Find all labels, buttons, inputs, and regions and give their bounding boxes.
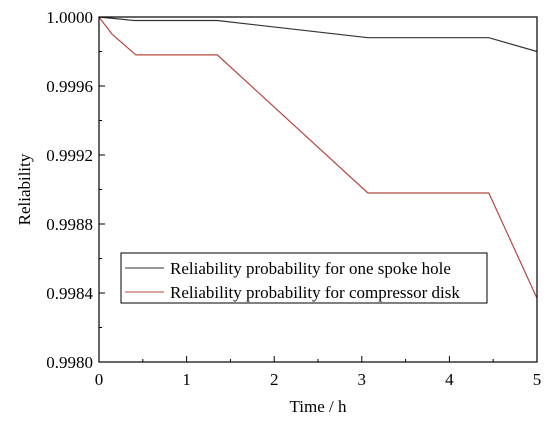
plot-lines bbox=[98, 16, 538, 299]
x-tick-label: 3 bbox=[358, 370, 367, 389]
legend-label-spoke-hole: Reliability probability for one spoke ho… bbox=[170, 259, 451, 278]
x-tick-label: 2 bbox=[270, 370, 279, 389]
y-tick-label: 0.9984 bbox=[46, 284, 93, 303]
x-tick-labels: 0 1 2 3 4 5 bbox=[95, 370, 542, 389]
series-line-spoke-hole bbox=[98, 16, 538, 53]
y-tick-label: 1.0000 bbox=[46, 8, 93, 27]
y-tick-labels: 0.9980 0.9984 0.9988 0.9992 0.9996 1.0000 bbox=[46, 8, 93, 372]
y-tick-label: 0.9992 bbox=[46, 146, 93, 165]
y-tick-label: 0.9996 bbox=[46, 77, 93, 96]
y-axis-title: Reliability bbox=[15, 153, 34, 225]
x-axis-title: Time / h bbox=[289, 397, 347, 416]
x-tick-label: 5 bbox=[533, 370, 542, 389]
y-tick-label: 0.9988 bbox=[46, 215, 93, 234]
axis-ticks bbox=[98, 16, 538, 363]
legend-box bbox=[120, 252, 488, 304]
series-line-compressor-disk bbox=[98, 16, 538, 299]
x-tick-label: 0 bbox=[95, 370, 104, 389]
plot-frame bbox=[98, 16, 538, 363]
legend: Reliability probability for one spoke ho… bbox=[120, 252, 488, 304]
x-tick-label: 1 bbox=[182, 370, 191, 389]
x-tick-label: 4 bbox=[445, 370, 454, 389]
legend-label-compressor-disk: Reliability probability for compressor d… bbox=[170, 283, 460, 302]
y-tick-label: 0.9980 bbox=[46, 353, 93, 372]
